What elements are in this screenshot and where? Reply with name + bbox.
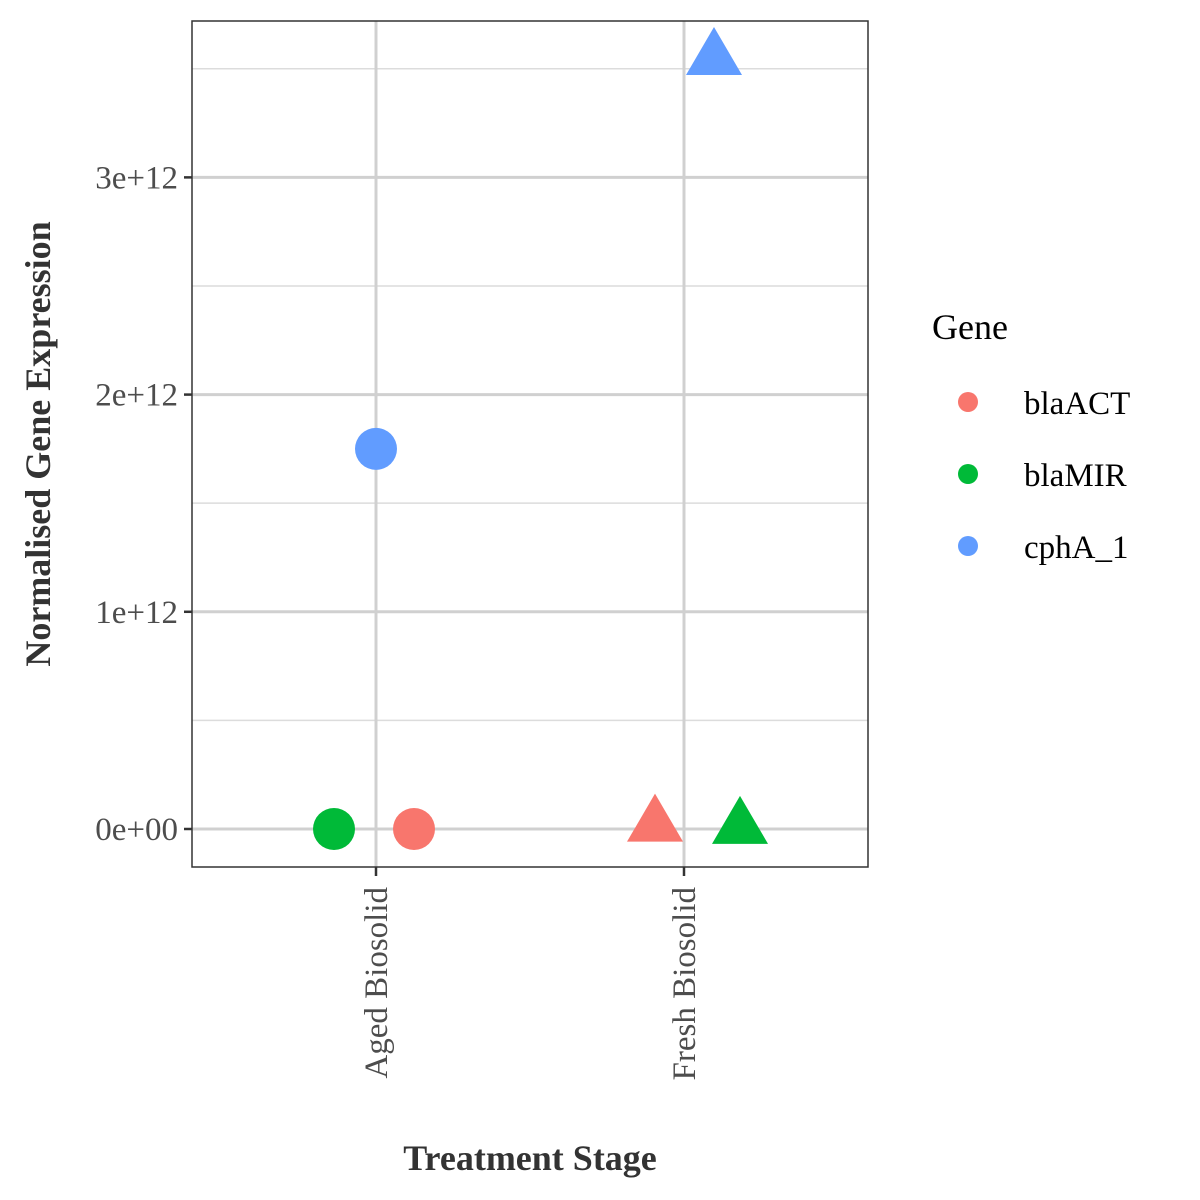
legend-label-cphA_1: cphA_1 bbox=[1024, 530, 1128, 566]
plot-panel-border bbox=[191, 20, 869, 868]
legend: Gene blaACT blaMIR cphA_1 bbox=[932, 307, 1130, 566]
y-tick-label: 1e+12 bbox=[95, 595, 178, 631]
point-blaACT-0 bbox=[393, 807, 435, 850]
y-tick-label: 0e+00 bbox=[95, 812, 178, 848]
x-tick-label: Aged Biosolid bbox=[359, 887, 395, 1079]
x-tick-label: Fresh Biosolid bbox=[667, 887, 703, 1081]
legend-key-cphA_1 bbox=[958, 536, 978, 556]
legend-label-blaMIR: blaMIR bbox=[1024, 458, 1127, 494]
y-tick-label: 2e+12 bbox=[95, 378, 178, 414]
legend-key-blaMIR bbox=[958, 464, 978, 484]
axes: 0e+00 1e+12 2e+12 3e+12 Aged Biosolid Fresh B… bbox=[95, 160, 703, 1080]
point-cphA_1-1 bbox=[686, 26, 742, 75]
y-axis-title: Normalised Gene Expression bbox=[18, 221, 58, 666]
point-blaMIR-0 bbox=[313, 807, 355, 850]
data-points bbox=[313, 26, 768, 850]
x-axis-title: Treatment Stage bbox=[403, 1138, 657, 1178]
legend-key-blaACT bbox=[958, 392, 978, 412]
legend-title: Gene bbox=[932, 307, 1008, 347]
point-blaMIR-1 bbox=[712, 795, 768, 844]
point-blaACT-1 bbox=[627, 793, 683, 842]
point-cphA_1-0 bbox=[355, 427, 397, 470]
y-tick-label: 3e+12 bbox=[95, 160, 178, 196]
legend-label-blaACT: blaACT bbox=[1024, 386, 1130, 422]
